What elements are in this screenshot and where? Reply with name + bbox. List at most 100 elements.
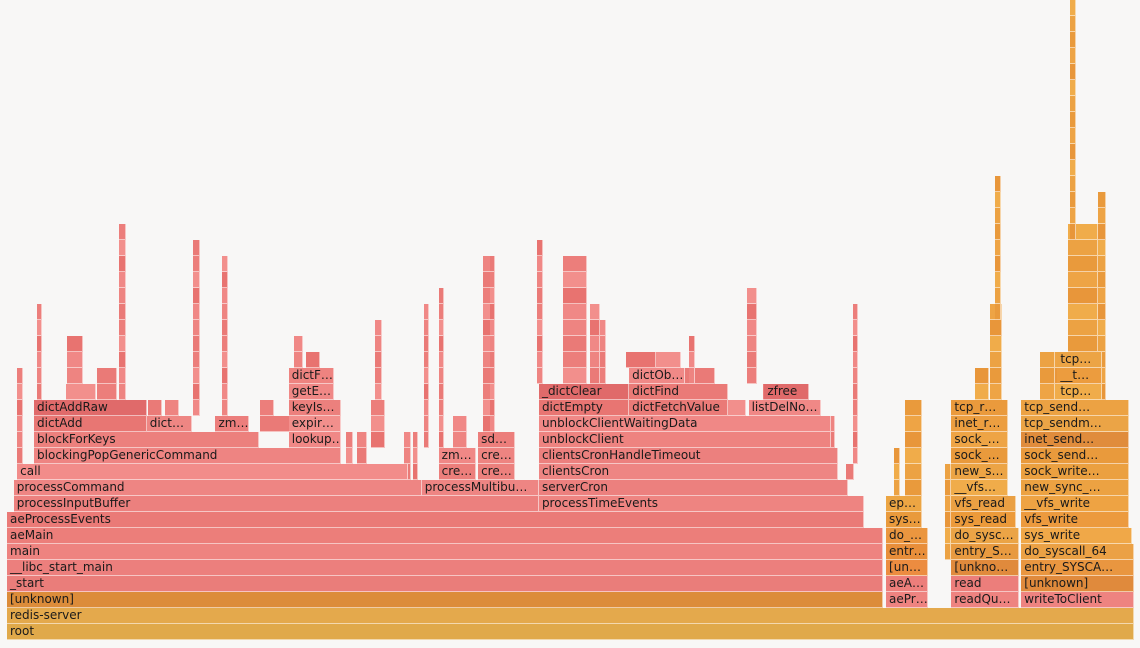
frame-dictaddraw[interactable]: dictAddRaw bbox=[34, 400, 147, 416]
minor-frame[interactable] bbox=[404, 432, 411, 448]
frame-expir[interactable]: expir… bbox=[288, 416, 341, 432]
minor-frame[interactable] bbox=[37, 336, 42, 352]
minor-frame[interactable] bbox=[600, 320, 606, 336]
minor-frame[interactable] bbox=[357, 432, 367, 448]
frame-sys[interactable]: sys… bbox=[886, 512, 923, 528]
frame-start[interactable]: _start bbox=[7, 576, 883, 592]
minor-frame[interactable] bbox=[1070, 128, 1076, 144]
minor-frame[interactable] bbox=[728, 400, 746, 416]
minor-frame[interactable] bbox=[346, 432, 353, 448]
minor-frame[interactable] bbox=[439, 416, 444, 432]
frame-do-sysc[interactable]: do_sysc… bbox=[951, 528, 1020, 544]
frame-call[interactable]: call bbox=[17, 464, 409, 480]
minor-frame[interactable] bbox=[222, 288, 228, 304]
minor-frame[interactable] bbox=[424, 384, 429, 400]
minor-frame[interactable] bbox=[689, 336, 695, 352]
minor-frame[interactable] bbox=[439, 432, 444, 448]
minor-frame[interactable] bbox=[905, 432, 922, 448]
minor-frame[interactable] bbox=[222, 272, 228, 288]
frame-root[interactable]: root bbox=[7, 624, 1134, 640]
minor-frame[interactable] bbox=[424, 416, 429, 432]
minor-frame[interactable] bbox=[1068, 256, 1098, 272]
minor-frame[interactable] bbox=[990, 320, 1002, 336]
minor-frame[interactable] bbox=[119, 384, 126, 400]
minor-frame[interactable] bbox=[995, 304, 1001, 320]
minor-frame[interactable] bbox=[424, 368, 429, 384]
minor-frame[interactable] bbox=[563, 304, 587, 320]
minor-frame[interactable] bbox=[1068, 272, 1098, 288]
minor-frame[interactable] bbox=[1070, 16, 1076, 32]
minor-frame[interactable] bbox=[537, 304, 543, 320]
minor-frame[interactable] bbox=[119, 336, 126, 352]
minor-frame[interactable] bbox=[17, 432, 23, 448]
minor-frame[interactable] bbox=[119, 256, 126, 272]
frame-blockforkeys[interactable]: blockForKeys bbox=[34, 432, 260, 448]
frame-cre[interactable]: cre… bbox=[478, 464, 516, 480]
minor-frame[interactable] bbox=[1070, 160, 1076, 176]
minor-frame[interactable] bbox=[490, 272, 495, 288]
frame-vfs-write[interactable]: __vfs_write bbox=[1021, 496, 1130, 512]
minor-frame[interactable] bbox=[894, 480, 900, 496]
frame-ep[interactable]: ep… bbox=[886, 496, 923, 512]
frame-unblockclient[interactable]: unblockClient bbox=[538, 432, 831, 448]
minor-frame[interactable] bbox=[905, 448, 922, 464]
minor-frame[interactable] bbox=[375, 336, 382, 352]
frame-servercron[interactable]: serverCron bbox=[538, 480, 848, 496]
minor-frame[interactable] bbox=[829, 416, 835, 432]
frame-zm[interactable]: zm… bbox=[438, 448, 476, 464]
minor-frame[interactable] bbox=[1070, 208, 1076, 224]
minor-frame[interactable] bbox=[905, 480, 922, 496]
minor-frame[interactable] bbox=[424, 352, 429, 368]
frame-inet-send[interactable]: inet_send… bbox=[1021, 432, 1130, 448]
minor-frame[interactable] bbox=[439, 400, 444, 416]
minor-frame[interactable] bbox=[1070, 0, 1076, 16]
minor-frame[interactable] bbox=[975, 384, 989, 400]
minor-frame[interactable] bbox=[1098, 256, 1106, 272]
frame-dictadd[interactable]: dictAdd bbox=[34, 416, 147, 432]
minor-frame[interactable] bbox=[119, 240, 126, 256]
minor-frame[interactable] bbox=[656, 352, 681, 368]
minor-frame[interactable] bbox=[424, 304, 429, 320]
minor-frame[interactable] bbox=[905, 416, 922, 432]
minor-frame[interactable] bbox=[563, 352, 587, 368]
frame-dictclear[interactable]: _dictClear bbox=[538, 384, 630, 400]
minor-frame[interactable] bbox=[1098, 224, 1106, 240]
minor-frame[interactable] bbox=[490, 304, 495, 320]
minor-frame[interactable] bbox=[747, 368, 757, 384]
minor-frame[interactable] bbox=[371, 432, 385, 448]
minor-frame[interactable] bbox=[995, 288, 1001, 304]
minor-frame[interactable] bbox=[1070, 48, 1076, 64]
minor-frame[interactable] bbox=[165, 400, 179, 416]
frame-entry-sysca[interactable]: entry_SYSCA… bbox=[1021, 560, 1134, 576]
minor-frame[interactable] bbox=[995, 176, 1001, 192]
frame-cre[interactable]: cre… bbox=[438, 464, 476, 480]
minor-frame[interactable] bbox=[853, 384, 858, 400]
minor-frame[interactable] bbox=[119, 224, 126, 240]
minor-frame[interactable] bbox=[995, 240, 1001, 256]
minor-frame[interactable] bbox=[990, 352, 1002, 368]
frame-redis-server[interactable]: redis-server bbox=[7, 608, 1134, 624]
minor-frame[interactable] bbox=[995, 192, 1001, 208]
minor-frame[interactable] bbox=[490, 352, 495, 368]
minor-frame[interactable] bbox=[193, 272, 200, 288]
minor-frame[interactable] bbox=[490, 256, 495, 272]
minor-frame[interactable] bbox=[1040, 368, 1055, 384]
minor-frame[interactable] bbox=[193, 240, 200, 256]
minor-frame[interactable] bbox=[1070, 64, 1076, 80]
minor-frame[interactable] bbox=[990, 336, 1002, 352]
minor-frame[interactable] bbox=[37, 368, 42, 384]
minor-frame[interactable] bbox=[413, 464, 418, 480]
frame-processinputbuffer[interactable]: processInputBuffer bbox=[13, 496, 539, 512]
minor-frame[interactable] bbox=[537, 240, 543, 256]
frame-aepr[interactable]: aePr… bbox=[886, 592, 928, 608]
frame-processmultibu[interactable]: processMultibu… bbox=[421, 480, 539, 496]
minor-frame[interactable] bbox=[193, 320, 200, 336]
minor-frame[interactable] bbox=[689, 368, 695, 384]
minor-frame[interactable] bbox=[37, 320, 42, 336]
minor-frame[interactable] bbox=[439, 352, 444, 368]
minor-frame[interactable] bbox=[1098, 288, 1106, 304]
minor-frame[interactable] bbox=[1068, 304, 1098, 320]
frame-gete[interactable]: getE… bbox=[288, 384, 334, 400]
minor-frame[interactable] bbox=[829, 432, 835, 448]
minor-frame[interactable] bbox=[537, 256, 543, 272]
